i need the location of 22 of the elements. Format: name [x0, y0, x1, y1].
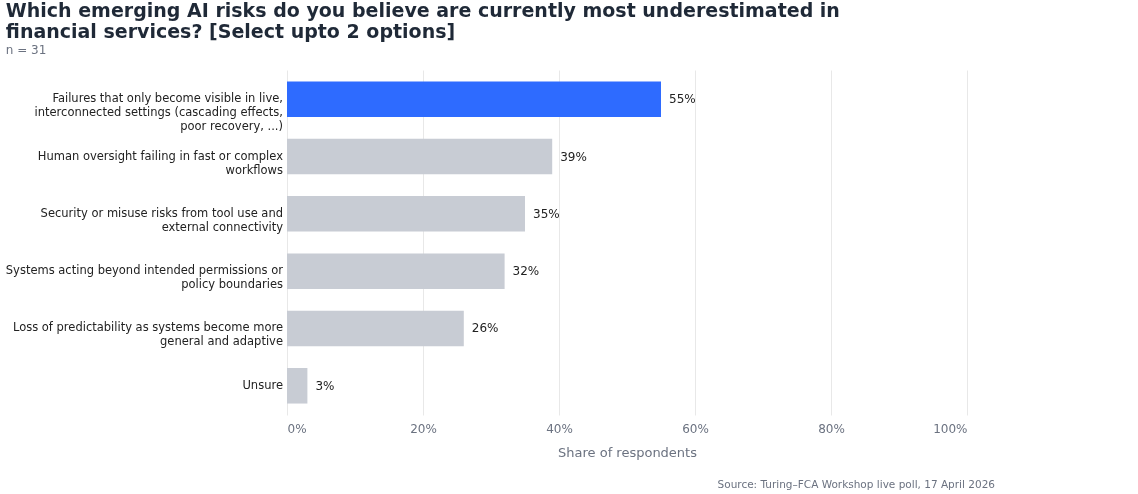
x-tick-label: 20% — [410, 421, 437, 436]
chart-title: Which emerging AI risks do you believe are currently most underestimated in financial services? [Select upto 2 options] — [5, 0, 840, 42]
data-label: 35% — [533, 206, 560, 221]
x-tick-label: 60% — [682, 421, 709, 436]
x-tick-label: 40% — [546, 421, 573, 436]
y-tick-label: Unsure — [242, 377, 283, 392]
x-tick-label: 0% — [287, 421, 307, 436]
y-tick-label: Systems acting beyond intended permissions or policy boundaries — [5, 263, 284, 292]
y-tick-label: Security or misuse risks from tool use and external connectivity — [40, 205, 284, 234]
data-label: 32% — [512, 264, 540, 279]
x-axis-title: Share of respondents — [558, 444, 698, 460]
y-tick-label: Human oversight failing in fast or complex workflows — [37, 148, 284, 177]
data-label: 39% — [560, 149, 587, 164]
source-note: Source: Turing–FCA Workshop live poll, 17 April 2026 — [717, 478, 996, 490]
data-label: 55% — [669, 92, 696, 107]
data-label: 26% — [471, 321, 499, 336]
data-label: 3% — [315, 378, 335, 393]
y-tick-label: Loss of predictability as systems become more general and adaptive — [12, 320, 283, 349]
x-tick-label: 80% — [818, 421, 845, 436]
y-tick-label: Failures that only become visible in live, interconnected settings (cascading effects, poor recovery, ...) — [34, 91, 283, 134]
x-tick-label: 100% — [933, 421, 968, 436]
text: n = 31 — [5, 43, 47, 57]
